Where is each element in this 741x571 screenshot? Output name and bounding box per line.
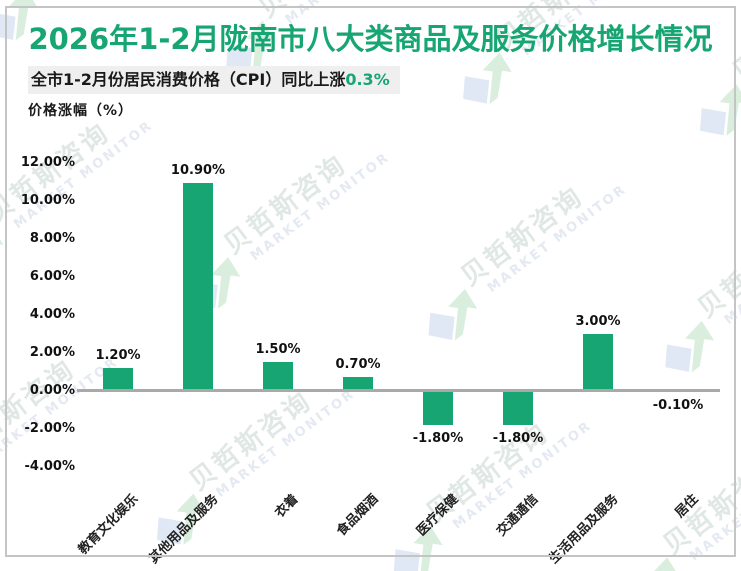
x-category-label: 衣着: [272, 491, 302, 521]
x-category-label: 食品烟酒: [334, 491, 382, 540]
x-category-label: 交通通信: [494, 491, 542, 540]
x-category-label: 生活用品及服务: [546, 491, 622, 567]
bar-value-label: 3.00%: [575, 313, 621, 329]
y-tick-label: -4.00%: [24, 459, 76, 474]
bar-value-label: -1.80%: [412, 430, 464, 446]
y-tick-label: 2.00%: [29, 345, 75, 360]
bar-value-label: 1.50%: [255, 342, 301, 357]
chart-title: 2026年1-2月陇南市八大类商品及服务价格增长情况: [28, 22, 713, 56]
y-axis-title: 价格涨幅（%）: [28, 103, 134, 119]
bar-value-label: -0.10%: [652, 398, 704, 414]
y-tick-label: 10.00%: [20, 193, 75, 208]
bar: [183, 183, 213, 391]
bar: [503, 390, 533, 425]
x-category-label: 教育文化娱乐: [75, 491, 142, 558]
bar-value-label: 0.70%: [335, 357, 381, 373]
bar: [423, 390, 453, 425]
bar: [263, 362, 293, 391]
zero-axis-line: [77, 389, 720, 392]
y-tick-label: -2.00%: [24, 421, 76, 436]
y-tick-label: 4.00%: [29, 307, 75, 322]
subtitle-highlight-value: 0.3%: [345, 70, 390, 89]
x-category-label: 医疗保健: [414, 491, 462, 540]
bar-value-label: 1.20%: [95, 347, 141, 363]
y-tick-label: 6.00%: [29, 269, 75, 284]
x-category-label: 居住: [672, 491, 702, 521]
subtitle-banner: 全市1-2月份居民消费价格（CPI）同比上涨0.3%: [28, 66, 400, 94]
x-category-label: 其他用品及服务: [146, 491, 222, 567]
bar: [583, 333, 613, 391]
bar-value-label: 10.90%: [170, 163, 226, 179]
y-tick-label: 8.00%: [29, 231, 75, 246]
y-tick-label: 0.00%: [29, 383, 75, 398]
y-tick-label: 12.00%: [20, 155, 75, 170]
bar-value-label: -1.80%: [492, 430, 544, 446]
subtitle-text: 全市1-2月份居民消费价格（CPI）同比上涨: [31, 70, 346, 89]
bar: [343, 377, 373, 391]
bar: [103, 367, 133, 391]
